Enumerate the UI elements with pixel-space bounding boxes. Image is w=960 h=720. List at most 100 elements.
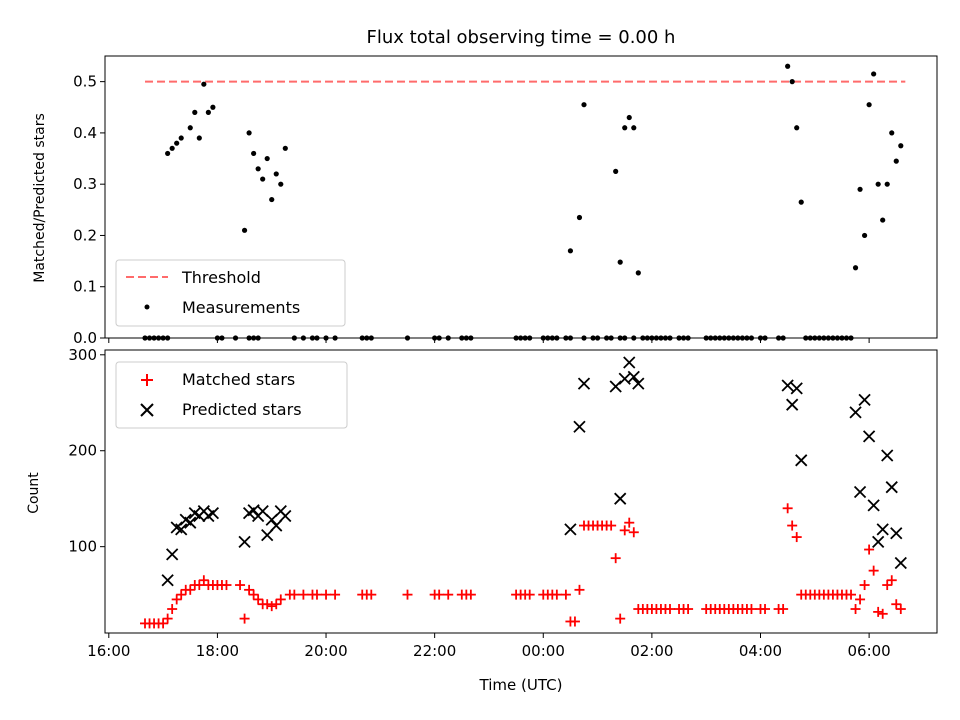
bottom-x-ticks: 16:00 18:00 20:00 22:00 00:00 02:00 04:00 06:00: [87, 633, 891, 660]
bottom-legend: Matched stars Predicted stars: [115, 361, 348, 429]
matched-stars-point: [366, 589, 377, 600]
matched-stars-point: [569, 616, 580, 627]
matched-stars-point: [194, 580, 205, 591]
predicted-stars-point: [786, 398, 799, 411]
measurement-point: [866, 102, 872, 108]
bottom-x-axis-label: Time (UTC): [479, 676, 563, 694]
predicted-stars-point: [166, 548, 179, 561]
matched-stars-point: [330, 589, 341, 600]
matched-stars-point: [606, 520, 617, 531]
bottom-y-tick-label: 100: [68, 538, 97, 556]
measurement-point: [192, 109, 198, 115]
matched-stars-point: [185, 584, 196, 595]
matched-stars-point: [167, 604, 178, 615]
measurement-point: [785, 63, 791, 69]
measurement-point: [875, 181, 881, 187]
measurement-point: [789, 79, 795, 85]
predicted-stars-point: [614, 492, 627, 505]
bottom-x-tick-label: 02:00: [630, 642, 673, 660]
matched-stars-point: [746, 604, 757, 615]
predicted-stars-point: [881, 449, 894, 462]
top-y-axis-label: Matched/Predicted stars: [32, 113, 48, 283]
top-y-ticks: 0.0 0.1 0.2 0.3 0.4 0.5: [73, 73, 105, 347]
measurement-point: [794, 125, 800, 131]
chart-title: Flux total observing time = 0.00 h: [367, 27, 676, 48]
matched-stars-point: [624, 517, 635, 528]
matched-stars-point: [266, 601, 277, 612]
predicted-stars-point: [627, 370, 640, 383]
measurement-point: [567, 248, 574, 254]
predicted-stars-point: [161, 574, 174, 587]
matched-stars-point: [778, 604, 789, 615]
matched-stars-point: [248, 589, 259, 600]
predicted-stars-point: [577, 377, 591, 390]
measurement-point: [278, 181, 284, 187]
matched-stars-point: [262, 599, 273, 610]
bottom-y-axis-label: Count: [26, 472, 42, 514]
measurement-point: [893, 158, 899, 164]
matched-stars-point: [465, 589, 476, 600]
predicted-stars-point: [573, 420, 586, 433]
matched-stars-point: [664, 604, 675, 615]
measurements-legend-swatch: [144, 304, 150, 310]
matched-stars-point: [158, 618, 169, 629]
matched-stars-point: [891, 599, 902, 610]
matched-legend-label: Matched stars: [182, 370, 295, 389]
measurement-point: [852, 265, 859, 271]
measurement-point: [282, 145, 288, 151]
measurement-point: [196, 135, 202, 141]
matched-stars-point: [235, 580, 246, 591]
predicted-stars-point: [867, 499, 880, 512]
matched-stars-point: [275, 594, 286, 605]
bottom-legend-box: [115, 361, 348, 429]
matched-legend-swatch: [141, 374, 153, 386]
measurement-point: [246, 130, 252, 136]
measurement-point: [880, 217, 886, 223]
matched-stars-point: [787, 520, 798, 531]
matched-stars-point: [855, 594, 866, 605]
matched-stars-point: [791, 532, 802, 543]
measurement-point: [178, 135, 184, 141]
measurement-point: [201, 81, 207, 87]
top-y-tick-label: 0.0: [73, 329, 97, 347]
matched-stars-point: [868, 565, 879, 576]
matched-stars-point: [628, 527, 639, 538]
predicted-stars-point: [890, 527, 903, 540]
matched-stars-point: [221, 580, 232, 591]
measurement-point: [898, 143, 904, 149]
matched-stars-point: [859, 580, 870, 591]
predicted-stars-point: [872, 535, 885, 549]
bottom-y-ticks: 100 200 300: [68, 346, 105, 556]
predicted-stars-point: [564, 523, 577, 536]
measurement-point: [255, 166, 261, 172]
predicted-stars-point: [632, 377, 645, 390]
top-axes-frame: [104, 55, 938, 339]
measurement-point: [631, 125, 637, 131]
bottom-y-tick-label: 300: [68, 346, 97, 364]
bottom-axes-frame: [104, 349, 938, 634]
predicted-stars-point: [175, 523, 188, 536]
measurement-point: [187, 125, 193, 131]
matched-stars-point: [873, 606, 884, 617]
matched-stars-point: [877, 608, 888, 619]
predicted-legend-swatch: [140, 403, 154, 417]
predicted-stars-point: [790, 382, 803, 395]
predicted-stars-point: [238, 535, 251, 549]
matched-stars-point: [886, 575, 897, 586]
matched-stars-point: [321, 589, 332, 600]
matched-stars-point: [244, 584, 255, 595]
matched-stars-point: [524, 589, 535, 600]
measurement-point: [626, 114, 632, 121]
measurement-point: [798, 199, 804, 205]
matched-stars-point: [864, 544, 875, 555]
matched-stars-point: [298, 589, 309, 600]
measurement-point: [169, 145, 175, 151]
top-panel: Flux total observing time = 0.00 h Match…: [32, 27, 938, 347]
predicted-stars-point: [849, 406, 862, 419]
predicted-stars-point: [184, 516, 197, 529]
matched-stars-point: [615, 613, 626, 624]
measurement-point: [260, 176, 266, 182]
bottom-x-tick-label: 22:00: [413, 642, 456, 660]
